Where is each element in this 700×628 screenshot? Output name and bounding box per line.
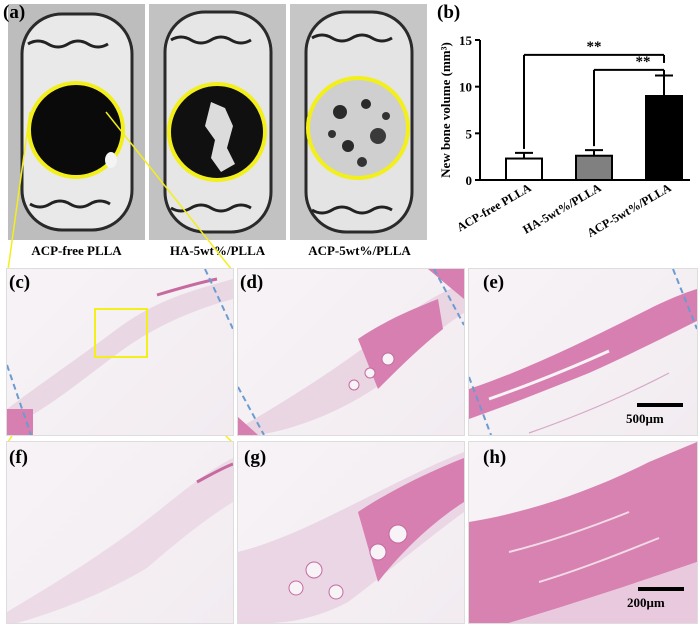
y-axis-label: New bone volume (mm³) (438, 42, 453, 178)
histology-d (237, 268, 465, 436)
ct-caption-acp-free: ACP-free PLLA (31, 243, 122, 258)
sig-label-1: ** (636, 54, 651, 70)
histology-c (6, 268, 234, 436)
ct-caption-ha: HA-5wt%/PLLA (169, 243, 266, 258)
bar-1 (575, 154, 613, 182)
y-tick-label: 0 (466, 173, 473, 188)
panel-label-c: (c) (9, 272, 31, 293)
panel-label-e: (e) (483, 272, 505, 293)
bar-0 (505, 157, 543, 182)
scale-bar-500 (637, 403, 683, 407)
panel-label-a: (a) (3, 2, 26, 23)
ct-scan-graphic (149, 4, 286, 240)
y-tick-label: 10 (459, 80, 472, 95)
tissue-graphic (7, 458, 233, 623)
ct-image-ha (149, 4, 286, 240)
panel-label-h: (h) (483, 447, 507, 468)
tissue-graphic (238, 452, 464, 623)
ct-caption-acp: ACP-5wt%/PLLA (308, 243, 411, 258)
scale-label-200: 200μm (627, 595, 665, 610)
scale-label-500: 500μm (626, 411, 664, 426)
tissue-graphic (7, 269, 233, 435)
panel-label-f: (f) (9, 447, 28, 468)
panel-label-d: (d) (240, 272, 264, 293)
histology-g (237, 441, 465, 624)
y-tick-label: 5 (466, 126, 473, 141)
panel-label-g: (g) (244, 447, 267, 468)
histology-f (6, 441, 234, 624)
tissue-graphic (469, 269, 697, 435)
tissue-graphic (469, 442, 697, 623)
histology-h (468, 441, 698, 624)
sig-label-0: ** (587, 39, 602, 55)
ct-scan-graphic (290, 4, 427, 240)
histology-e (468, 268, 698, 436)
y-tick-label: 15 (459, 33, 473, 48)
ct-image-acp-free (8, 4, 145, 240)
bar-2 (645, 95, 683, 181)
scale-bar-200 (638, 587, 684, 591)
ct-scan-graphic (8, 4, 145, 240)
ct-image-acp (290, 4, 427, 240)
tissue-graphic (238, 269, 464, 435)
panel-label-b: (b) (437, 2, 461, 23)
